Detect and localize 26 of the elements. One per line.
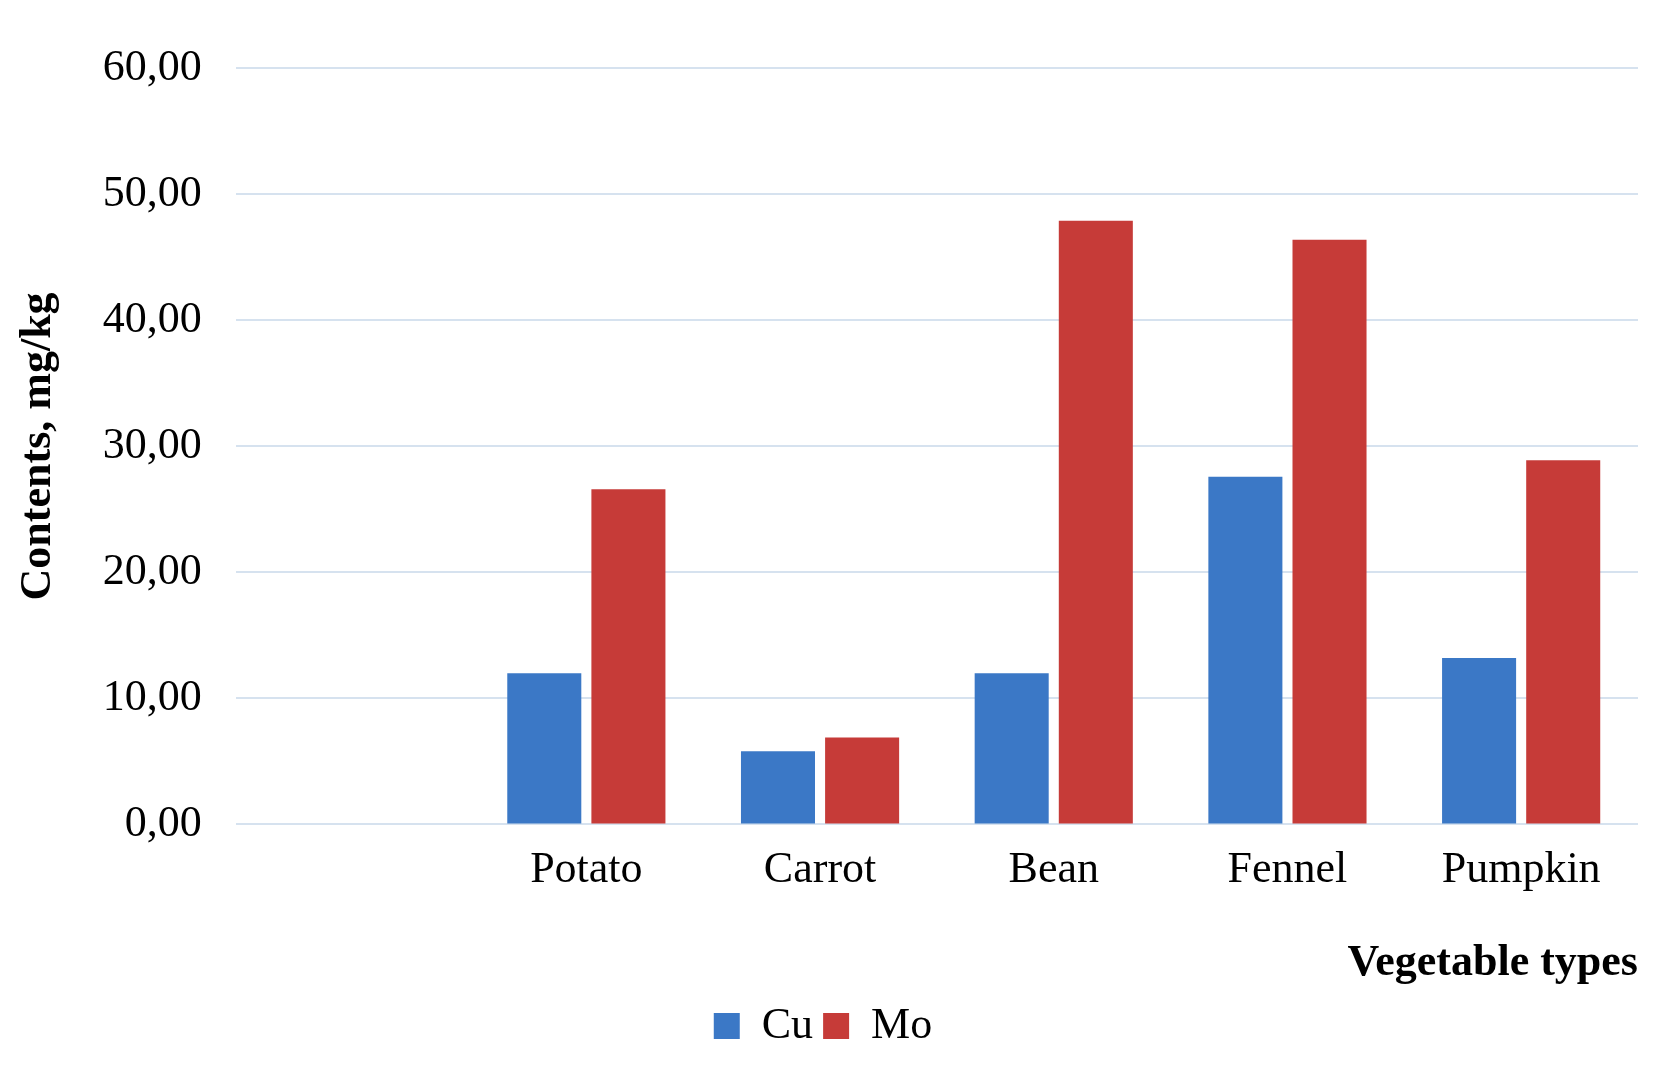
x-tick-label: Bean [1008,843,1099,893]
y-tick-label: 30,00 [102,418,202,468]
bar [1442,658,1517,824]
bar [507,673,582,824]
bar [740,751,815,824]
bar [1526,460,1601,824]
x-tick-label: Pumpkin [1441,843,1601,893]
y-tick-label: 10,00 [102,670,202,720]
legend-label: Cu [761,998,814,1048]
y-tick-label: 0,00 [124,796,202,846]
bar [974,673,1049,824]
x-tick-label: Carrot [763,843,877,893]
y-tick-label: 60,00 [102,40,202,90]
bar [1058,220,1133,824]
bar [1208,476,1283,824]
x-tick-label: Potato [530,843,643,893]
x-axis-title: Vegetable types [1347,935,1638,985]
bar [1292,239,1367,824]
y-tick-label: 20,00 [102,544,202,594]
y-tick-label: 50,00 [102,166,202,216]
bar [825,737,900,824]
y-axis-title: Contents, mg/kg [10,292,60,601]
x-tick-label: Fennel [1227,843,1348,893]
bar [591,489,666,824]
y-tick-label: 40,00 [102,292,202,342]
legend-label: Mo [871,998,933,1048]
